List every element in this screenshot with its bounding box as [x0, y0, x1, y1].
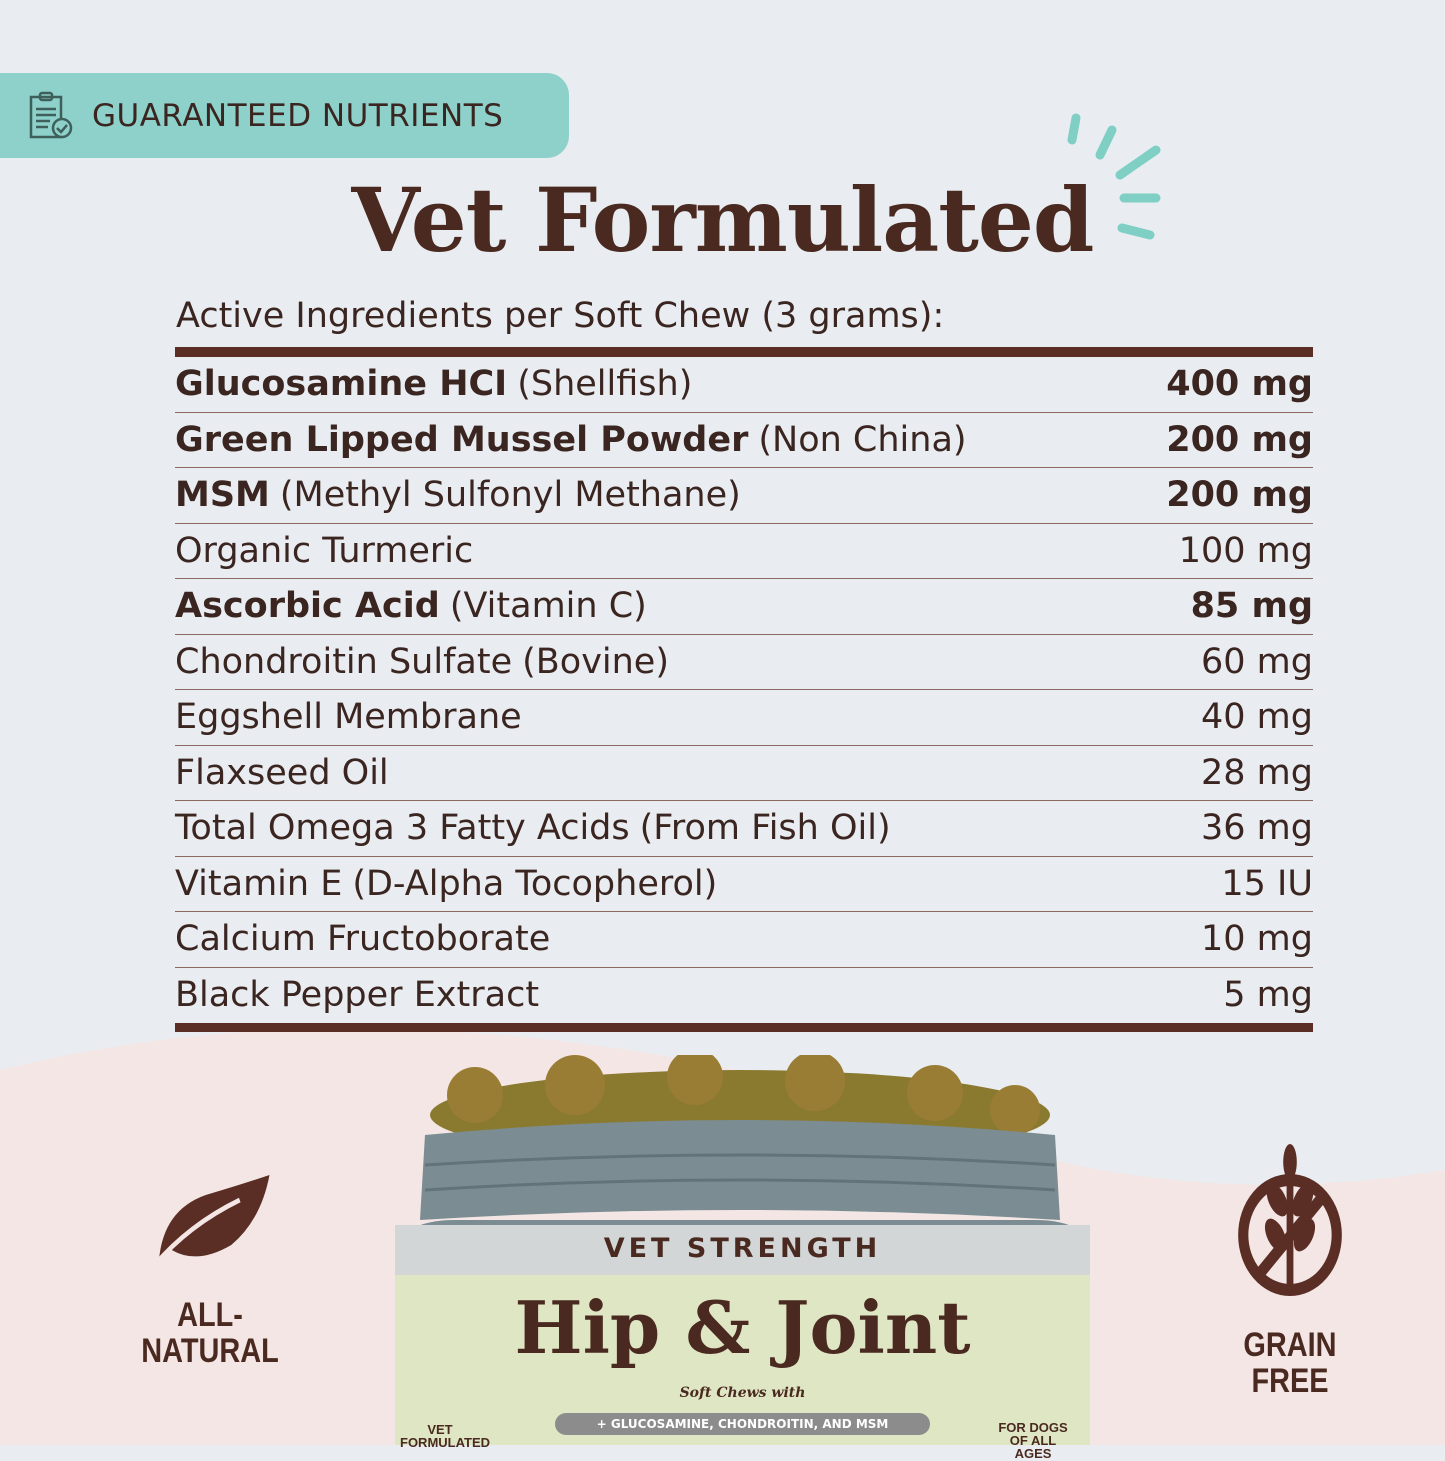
- ingredient-name: Vitamin E: [175, 863, 343, 904]
- ingredient-label: Organic Turmeric: [175, 531, 473, 571]
- page-title: Vet Formulated: [351, 168, 1095, 272]
- ingredient-row: Organic Turmeric 100 mg: [175, 524, 1313, 579]
- jar-ingredients-pill: + GLUCOSAMINE, CHONDROITIN, AND MSM: [555, 1413, 930, 1435]
- jar-image: [395, 1049, 1090, 1445]
- ingredient-label: Glucosamine HCI (Shellfish): [175, 364, 692, 404]
- jar-vet-formulated-badge: VET FORMULATED: [400, 1422, 491, 1450]
- ingredient-label: Black Pepper Extract: [175, 975, 539, 1015]
- all-natural-line2: NATURAL: [141, 1332, 279, 1370]
- ingredient-note: (D-Alpha Tocopherol): [352, 863, 718, 904]
- ingredient-row: Calcium Fructoborate 10 mg: [175, 912, 1313, 968]
- ingredient-name: Green Lipped Mussel Powder: [175, 419, 749, 460]
- ingredient-note: (Bovine): [522, 641, 669, 682]
- badge-label: GUARANTEED NUTRIENTS: [92, 97, 504, 134]
- ingredient-row: Ascorbic Acid (Vitamin C) 85 mg: [175, 579, 1313, 635]
- ingredient-amount: 5 mg: [1223, 975, 1313, 1016]
- ingredient-row: Chondroitin Sulfate (Bovine) 60 mg: [175, 635, 1313, 690]
- ingredient-row: Vitamin E (D-Alpha Tocopherol) 15 IU: [175, 857, 1313, 912]
- no-grain-icon: [1238, 1144, 1342, 1296]
- ingredient-amount: 36 mg: [1201, 808, 1313, 849]
- ingredient-row: Total Omega 3 Fatty Acids (From Fish Oil)…: [175, 801, 1313, 857]
- ingredient-name: Flaxseed Oil: [175, 752, 389, 793]
- ingredient-amount: 200 mg: [1166, 419, 1313, 460]
- ingredient-label: Total Omega 3 Fatty Acids (From Fish Oil): [175, 808, 891, 848]
- sparkle-rays-icon: [1067, 113, 1161, 240]
- clipboard-check-icon: [29, 91, 73, 138]
- jar-product-name: Hip & Joint: [514, 1285, 971, 1370]
- jar-tagline: Soft Chews with: [679, 1385, 806, 1401]
- ingredient-name: Calcium Fructoborate: [175, 919, 551, 960]
- ingredients-subtitle: Active Ingredients per Soft Chew (3 gram…: [176, 296, 945, 336]
- ingredient-row: Glucosamine HCI (Shellfish) 400 mg: [175, 357, 1313, 413]
- ingredient-label: Eggshell Membrane: [175, 697, 522, 737]
- leaf-icon: [153, 1175, 270, 1267]
- ingredient-amount: 40 mg: [1201, 697, 1313, 738]
- product-jar: VET STRENGTH Hip & Joint Soft Chews with…: [395, 1049, 1095, 1460]
- ingredient-amount: 60 mg: [1201, 641, 1313, 682]
- jar-top-label: VET STRENGTH: [603, 1233, 882, 1264]
- ingredient-note: (Shellfish): [517, 364, 693, 405]
- ingredient-name: Total Omega 3 Fatty Acids: [175, 808, 630, 849]
- ingredient-note: (Vitamin C): [449, 586, 647, 627]
- jar-all-ages-badge: FOR DOGS OF ALL AGES: [998, 1420, 1068, 1461]
- ingredient-amount: 400 mg: [1166, 364, 1313, 405]
- ingredient-label: Green Lipped Mussel Powder (Non China): [175, 420, 967, 460]
- ingredient-name: MSM: [175, 475, 270, 516]
- ingredient-note: (Methyl Sulfonyl Methane): [279, 475, 741, 516]
- ingredient-row: MSM (Methyl Sulfonyl Methane) 200 mg: [175, 468, 1313, 524]
- ingredient-label: Ascorbic Acid (Vitamin C): [175, 586, 647, 626]
- guaranteed-nutrients-badge: GUARANTEED NUTRIENTS: [0, 73, 569, 158]
- ingredient-name: Ascorbic Acid: [175, 586, 440, 627]
- grain-free-label: GRAIN FREE: [1243, 1326, 1337, 1400]
- ingredient-amount: 15 IU: [1221, 863, 1313, 904]
- all-natural-line1: ALL-: [177, 1296, 243, 1334]
- ingredient-row: Eggshell Membrane 40 mg: [175, 690, 1313, 746]
- ingredient-name: Glucosamine HCI: [175, 364, 508, 405]
- ingredient-name: Organic Turmeric: [175, 530, 474, 571]
- ingredient-label: MSM (Methyl Sulfonyl Methane): [175, 475, 741, 515]
- ingredient-amount: 200 mg: [1166, 475, 1313, 516]
- ingredient-amount: 100 mg: [1178, 530, 1313, 571]
- ingredient-label: Vitamin E (D-Alpha Tocopherol): [175, 864, 717, 904]
- ingredient-note: (Non China): [758, 419, 967, 460]
- all-natural-feature: ALL- NATURAL: [134, 1170, 287, 1369]
- ingredient-row: Flaxseed Oil 28 mg: [175, 746, 1313, 801]
- ingredient-label: Flaxseed Oil: [175, 753, 389, 793]
- ingredient-row: Green Lipped Mussel Powder (Non China) 200…: [175, 413, 1313, 468]
- ingredient-note: (From Fish Oil): [639, 808, 891, 849]
- ingredient-amount: 10 mg: [1201, 919, 1313, 960]
- ingredients-table: Glucosamine HCI (Shellfish) 400 mg Green Li…: [175, 347, 1313, 1032]
- ingredient-name: Black Pepper Extract: [175, 975, 540, 1016]
- ingredient-label: Chondroitin Sulfate (Bovine): [175, 642, 669, 682]
- ingredient-name: Chondroitin Sulfate: [175, 641, 513, 682]
- ingredient-amount: 85 mg: [1190, 586, 1313, 627]
- ingredient-amount: 28 mg: [1201, 752, 1313, 793]
- grain-free-feature: GRAIN FREE: [1205, 1140, 1375, 1399]
- ingredient-row: Black Pepper Extract 5 mg: [175, 968, 1313, 1024]
- ingredient-label: Calcium Fructoborate: [175, 919, 550, 959]
- ingredient-name: Eggshell Membrane: [175, 697, 522, 738]
